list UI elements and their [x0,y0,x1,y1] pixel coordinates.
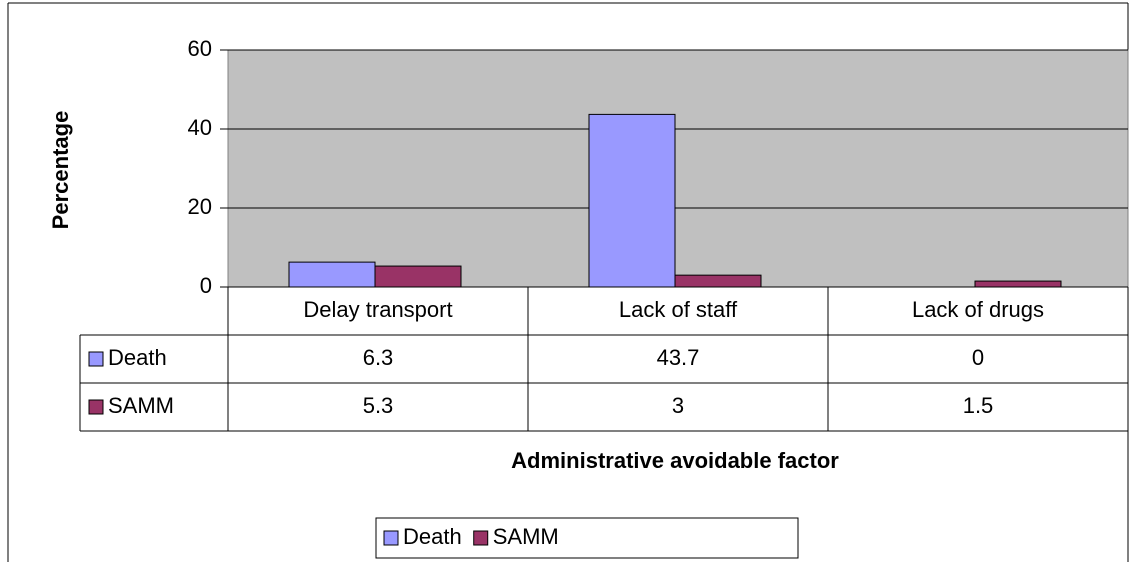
y-tick-label: 20 [188,194,212,219]
table-series-name: SAMM [108,393,174,418]
table-value: 5.3 [363,393,394,418]
legend-label: SAMM [493,524,559,549]
y-tick-label: 0 [200,273,212,298]
x-axis-title: Administrative avoidable factor [511,448,839,473]
legend-key [473,530,489,546]
y-axis-title: Percentage [48,111,73,230]
y-tick-label: 40 [188,115,212,140]
legend-label: Death [403,524,462,549]
plot-area [227,49,1129,288]
y-tick-label: 60 [188,36,212,61]
bar [374,265,462,288]
bar [674,274,762,288]
legend-box [375,517,799,559]
table-legend-key [88,399,104,415]
bar [288,261,376,288]
bar [588,113,676,288]
table-value: 6.3 [363,345,394,370]
x-tick-label: Delay transport [303,297,452,322]
x-tick-label: Lack of drugs [912,297,1044,322]
table-legend-key [88,351,104,367]
table-value: 3 [672,393,684,418]
table-value: 0 [972,345,984,370]
legend-key [383,530,399,546]
table-value: 43.7 [657,345,700,370]
x-tick-label: Lack of staff [619,297,738,322]
table-series-name: Death [108,345,167,370]
table-value: 1.5 [963,393,994,418]
bar [974,280,1062,288]
